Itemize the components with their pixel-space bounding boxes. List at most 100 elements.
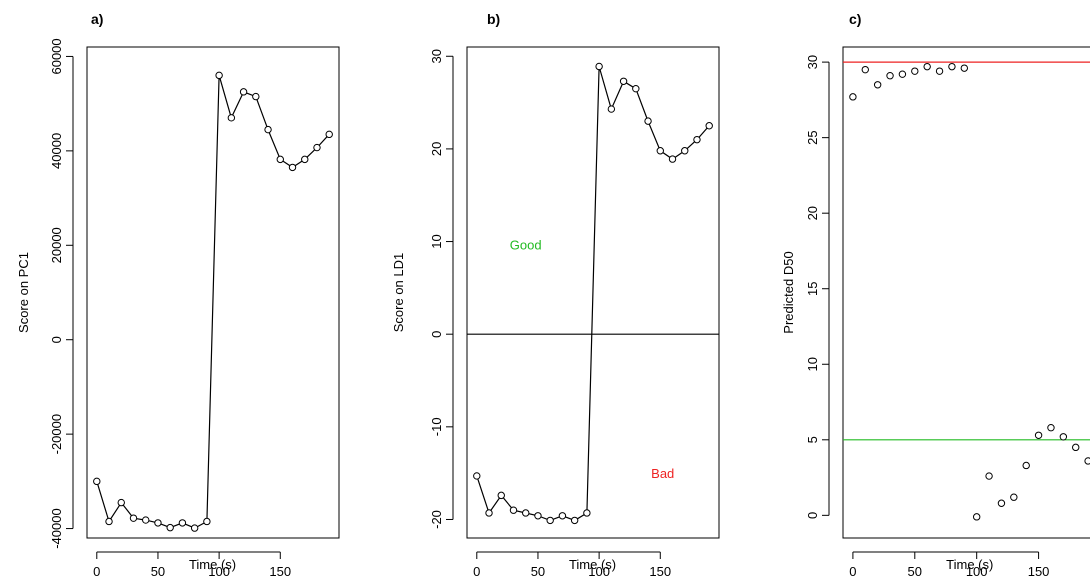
data-point	[997, 499, 1006, 507]
data-point	[1010, 493, 1018, 501]
y-tick-label: 25	[805, 130, 820, 144]
data-point	[497, 491, 505, 500]
data-point	[911, 67, 919, 75]
data-point	[583, 509, 591, 517]
data-point	[861, 65, 869, 74]
data-point	[509, 506, 518, 514]
data-point	[1084, 457, 1090, 465]
panel-a: 0 50 100 150 -40000 -20000 0 20000 40000 60000 Tim…	[16, 11, 340, 578]
data-point	[632, 84, 640, 93]
series-0	[849, 62, 1090, 521]
x-tick-label: 150	[269, 564, 291, 578]
data-point	[93, 477, 101, 486]
data-point	[227, 114, 236, 122]
data-point	[570, 516, 579, 525]
y-tick-label: -20	[429, 510, 444, 529]
data-point	[668, 155, 677, 163]
y-tick-label: 20	[429, 142, 444, 156]
data-point	[886, 72, 894, 80]
data-point	[288, 163, 297, 172]
y-tick-label: 0	[49, 336, 64, 343]
y-tick-label: 40000	[49, 133, 64, 169]
y-axis-title: Score on PC1	[16, 252, 31, 333]
x-tick-label: 150	[1028, 564, 1050, 578]
data-point	[681, 147, 689, 155]
x-axis-title: Time (s)	[189, 557, 236, 572]
series-line	[96, 75, 330, 529]
data-point	[873, 81, 882, 89]
data-point	[485, 509, 493, 517]
x-tick-label: 0	[93, 564, 100, 578]
y-axis-title: Score on LD1	[391, 253, 406, 333]
y-tick-label: 0	[429, 331, 444, 338]
data-point	[105, 517, 113, 526]
panel-label: a)	[91, 11, 103, 27]
x-tick-label: 50	[151, 564, 165, 578]
y-tick-label: 15	[805, 281, 820, 295]
data-point	[1059, 433, 1068, 441]
panel-b: 0 50 100 150 -20 -10 0 10 20 30 Time (s) Score on L…	[391, 11, 720, 578]
data-point	[1022, 461, 1030, 470]
data-point	[154, 519, 162, 527]
plot-frame	[842, 46, 1090, 539]
data-point	[1034, 431, 1043, 439]
data-point	[129, 514, 138, 522]
plot-frame	[466, 46, 720, 539]
data-point	[215, 71, 223, 80]
y-tick-label: 10	[429, 234, 444, 248]
x-tick-label: 100	[208, 564, 230, 578]
y-tick-label: 30	[805, 55, 820, 69]
data-point	[849, 93, 857, 101]
data-point	[693, 135, 701, 144]
data-point	[252, 92, 260, 101]
data-point	[1072, 443, 1080, 452]
data-point	[923, 62, 931, 71]
data-point	[960, 64, 969, 72]
data-point	[264, 125, 272, 134]
data-point	[972, 513, 981, 521]
data-point	[142, 516, 150, 524]
y-tick-label: 0	[805, 512, 820, 519]
data-point	[948, 62, 956, 71]
x-tick-label: 0	[473, 564, 480, 578]
data-point	[546, 516, 554, 525]
y-tick-label: 30	[429, 49, 444, 63]
panel-label: b)	[487, 11, 500, 27]
series-line	[476, 66, 710, 522]
data-point	[276, 155, 284, 164]
data-point	[534, 512, 542, 520]
annotation-good: Good	[510, 237, 542, 252]
panel-label: c)	[849, 11, 861, 27]
x-tick-label: 100	[966, 564, 988, 578]
data-point	[178, 519, 187, 527]
x-axis-title: Time (s)	[946, 557, 993, 572]
x-tick-label: 50	[908, 564, 922, 578]
y-tick-label: 10	[805, 357, 820, 371]
annotation-bad: Bad	[651, 466, 674, 481]
data-point	[522, 509, 530, 517]
x-tick-label: 0	[849, 564, 856, 578]
data-point	[705, 122, 713, 130]
data-point	[203, 517, 211, 526]
data-point	[607, 105, 616, 113]
data-point	[239, 88, 248, 96]
panel-c: 0 50 100 150 0 5 10 15 20 25 30 Time (s) Predicted D…	[781, 11, 1090, 578]
y-tick-label: 5	[805, 436, 820, 443]
plot-frame	[86, 46, 340, 539]
y-tick-label: -10	[429, 417, 444, 436]
y-tick-label: 20000	[49, 227, 64, 263]
data-point	[117, 498, 125, 507]
y-tick-label: -20000	[49, 414, 64, 454]
y-tick-label: 60000	[49, 38, 64, 74]
data-point	[985, 472, 993, 480]
data-point	[313, 143, 321, 152]
data-point	[166, 523, 174, 532]
data-point	[325, 130, 333, 139]
y-tick-label: -40000	[49, 508, 64, 548]
data-point	[595, 62, 603, 71]
data-point	[656, 147, 664, 155]
data-point	[898, 70, 907, 78]
data-point	[619, 77, 628, 85]
data-point	[644, 117, 652, 125]
